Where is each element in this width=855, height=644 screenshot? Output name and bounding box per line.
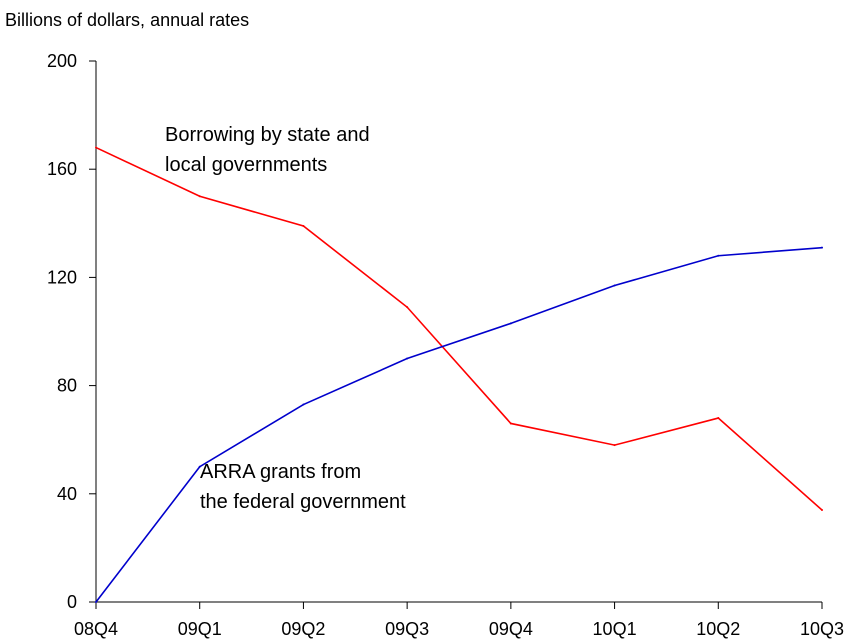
x-tick-label: 09Q2 bbox=[281, 619, 325, 639]
x-tick-label: 10Q2 bbox=[696, 619, 740, 639]
series-annotation-label: ARRA grants from bbox=[200, 461, 361, 483]
data-point bbox=[613, 444, 616, 447]
data-point bbox=[198, 465, 201, 468]
series-annotation-label: the federal government bbox=[200, 491, 406, 513]
series-line-borrowing bbox=[95, 146, 823, 511]
y-tick-label: 80 bbox=[57, 376, 77, 396]
data-point bbox=[406, 357, 409, 360]
y-tick-label: 200 bbox=[47, 51, 77, 71]
data-point bbox=[406, 306, 409, 309]
data-point bbox=[717, 417, 720, 420]
data-point bbox=[198, 195, 201, 198]
data-point bbox=[509, 322, 512, 325]
y-tick-label: 40 bbox=[57, 484, 77, 504]
chart-axes: 0 40 80 120 160 200 08Q4 09Q1 09Q2 09Q3 09Q4 10Q1 10… bbox=[47, 51, 844, 639]
x-tick-label: 08Q4 bbox=[74, 619, 118, 639]
data-point bbox=[509, 422, 512, 425]
x-tick-label: 09Q4 bbox=[489, 619, 533, 639]
x-tick-label: 10Q3 bbox=[800, 619, 844, 639]
y-tick-label: 0 bbox=[67, 592, 77, 612]
data-point bbox=[717, 254, 720, 257]
series-annotation-label: Borrowing by state and bbox=[165, 124, 370, 146]
chart-series bbox=[95, 146, 823, 603]
y-tick-label: 120 bbox=[47, 267, 77, 287]
y-tick-label: 160 bbox=[47, 159, 77, 179]
y-axis-units-label: Billions of dollars, annual rates bbox=[5, 10, 250, 30]
data-point bbox=[821, 246, 823, 249]
x-tick-label: 09Q1 bbox=[178, 619, 222, 639]
data-point bbox=[95, 601, 97, 603]
data-point bbox=[821, 509, 823, 512]
series-line-arra-grants bbox=[95, 246, 823, 603]
series-annotation-label: local governments bbox=[165, 154, 327, 176]
x-tick-label: 09Q3 bbox=[385, 619, 429, 639]
data-point bbox=[95, 146, 97, 149]
chart-annotations: Borrowing by state and local governments A… bbox=[165, 124, 406, 513]
data-point bbox=[613, 284, 616, 287]
x-tick-label: 10Q1 bbox=[593, 619, 637, 639]
data-point bbox=[302, 403, 305, 406]
data-point bbox=[302, 225, 305, 228]
